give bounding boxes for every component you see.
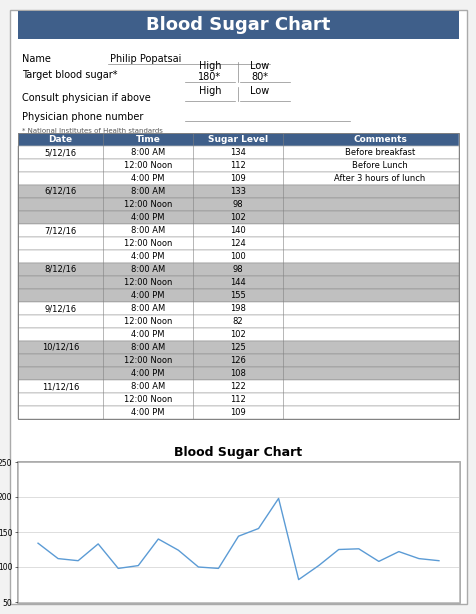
Text: 134: 134 — [229, 148, 246, 157]
Text: 82: 82 — [232, 317, 243, 326]
Bar — [18, 159, 458, 172]
Text: 98: 98 — [232, 265, 243, 274]
Bar — [18, 11, 458, 39]
Bar — [18, 276, 458, 289]
Text: 10/12/16: 10/12/16 — [42, 343, 79, 352]
Text: After 3 hours of lunch: After 3 hours of lunch — [334, 174, 425, 183]
Bar — [18, 315, 458, 328]
Text: 198: 198 — [229, 304, 246, 313]
Text: 126: 126 — [229, 356, 246, 365]
Text: 8/12/16: 8/12/16 — [44, 265, 77, 274]
Text: 80*: 80* — [251, 72, 268, 82]
Bar — [18, 289, 458, 302]
Text: 8:00 AM: 8:00 AM — [130, 187, 165, 196]
Bar — [18, 354, 458, 367]
Bar — [18, 250, 458, 263]
Text: 133: 133 — [229, 187, 246, 196]
Bar — [18, 237, 458, 250]
Text: Target blood sugar*: Target blood sugar* — [22, 70, 117, 80]
Bar — [17, 461, 459, 603]
Text: 12:00 Noon: 12:00 Noon — [124, 278, 172, 287]
Text: 5/12/16: 5/12/16 — [44, 148, 77, 157]
Text: 109: 109 — [229, 408, 245, 417]
Text: Name: Name — [22, 54, 51, 64]
Text: 124: 124 — [229, 239, 245, 248]
Bar — [18, 328, 458, 341]
Bar — [18, 224, 458, 237]
Text: 144: 144 — [229, 278, 245, 287]
Text: 140: 140 — [229, 226, 245, 235]
Text: 8:00 AM: 8:00 AM — [130, 304, 165, 313]
Bar — [18, 133, 458, 419]
Bar — [18, 341, 458, 354]
Text: 122: 122 — [229, 382, 245, 391]
Text: 109: 109 — [229, 174, 245, 183]
Bar — [18, 393, 458, 406]
Text: 8:00 AM: 8:00 AM — [130, 148, 165, 157]
Text: 100: 100 — [229, 252, 245, 261]
Bar — [18, 302, 458, 315]
Bar — [18, 198, 458, 211]
Bar — [18, 211, 458, 224]
Text: Before breakfast: Before breakfast — [344, 148, 414, 157]
Text: 125: 125 — [229, 343, 245, 352]
Text: 12:00 Noon: 12:00 Noon — [124, 356, 172, 365]
Text: Consult physician if above: Consult physician if above — [22, 93, 150, 103]
Text: * National Institutes of Health standards: * National Institutes of Health standard… — [22, 128, 162, 134]
Text: Blood Sugar Chart: Blood Sugar Chart — [146, 16, 329, 34]
Title: Blood Sugar Chart: Blood Sugar Chart — [174, 446, 302, 459]
Text: 108: 108 — [229, 369, 246, 378]
Text: High: High — [198, 86, 221, 96]
Text: Low: Low — [250, 86, 269, 96]
Text: 12:00 Noon: 12:00 Noon — [124, 395, 172, 404]
Text: 12:00 Noon: 12:00 Noon — [124, 317, 172, 326]
Text: Sugar Level: Sugar Level — [208, 135, 268, 144]
Text: Time: Time — [135, 135, 160, 144]
Text: 4:00 PM: 4:00 PM — [131, 213, 164, 222]
Text: 8:00 AM: 8:00 AM — [130, 343, 165, 352]
Text: 7/12/16: 7/12/16 — [44, 226, 77, 235]
Text: 102: 102 — [229, 213, 245, 222]
Bar — [18, 185, 458, 198]
Text: 4:00 PM: 4:00 PM — [131, 252, 164, 261]
Text: 8:00 AM: 8:00 AM — [130, 382, 165, 391]
Bar — [18, 406, 458, 419]
Text: 12:00 Noon: 12:00 Noon — [124, 239, 172, 248]
Text: 12:00 Noon: 12:00 Noon — [124, 200, 172, 209]
Text: 112: 112 — [229, 161, 245, 170]
Text: 4:00 PM: 4:00 PM — [131, 330, 164, 339]
Text: Date: Date — [49, 135, 72, 144]
Bar — [18, 172, 458, 185]
Text: 4:00 PM: 4:00 PM — [131, 408, 164, 417]
Text: Comments: Comments — [352, 135, 406, 144]
Text: 8:00 AM: 8:00 AM — [130, 265, 165, 274]
Bar — [18, 263, 458, 276]
Text: Philip Popatsai: Philip Popatsai — [110, 54, 181, 64]
Text: Low: Low — [250, 61, 269, 71]
Text: 4:00 PM: 4:00 PM — [131, 369, 164, 378]
Text: 98: 98 — [232, 200, 243, 209]
Text: Before Lunch: Before Lunch — [351, 161, 407, 170]
Text: Physician phone number: Physician phone number — [22, 112, 143, 122]
Bar — [18, 133, 458, 146]
Text: 112: 112 — [229, 395, 245, 404]
Text: 102: 102 — [229, 330, 245, 339]
Bar — [18, 367, 458, 380]
Bar — [18, 146, 458, 159]
Text: 11/12/16: 11/12/16 — [42, 382, 79, 391]
Bar — [18, 380, 458, 393]
Text: 4:00 PM: 4:00 PM — [131, 174, 164, 183]
Text: High: High — [198, 61, 221, 71]
Text: 9/12/16: 9/12/16 — [44, 304, 77, 313]
Text: 8:00 AM: 8:00 AM — [130, 226, 165, 235]
Text: 12:00 Noon: 12:00 Noon — [124, 161, 172, 170]
Text: 4:00 PM: 4:00 PM — [131, 291, 164, 300]
Text: 6/12/16: 6/12/16 — [44, 187, 77, 196]
Text: 180*: 180* — [198, 72, 221, 82]
Text: 155: 155 — [229, 291, 245, 300]
